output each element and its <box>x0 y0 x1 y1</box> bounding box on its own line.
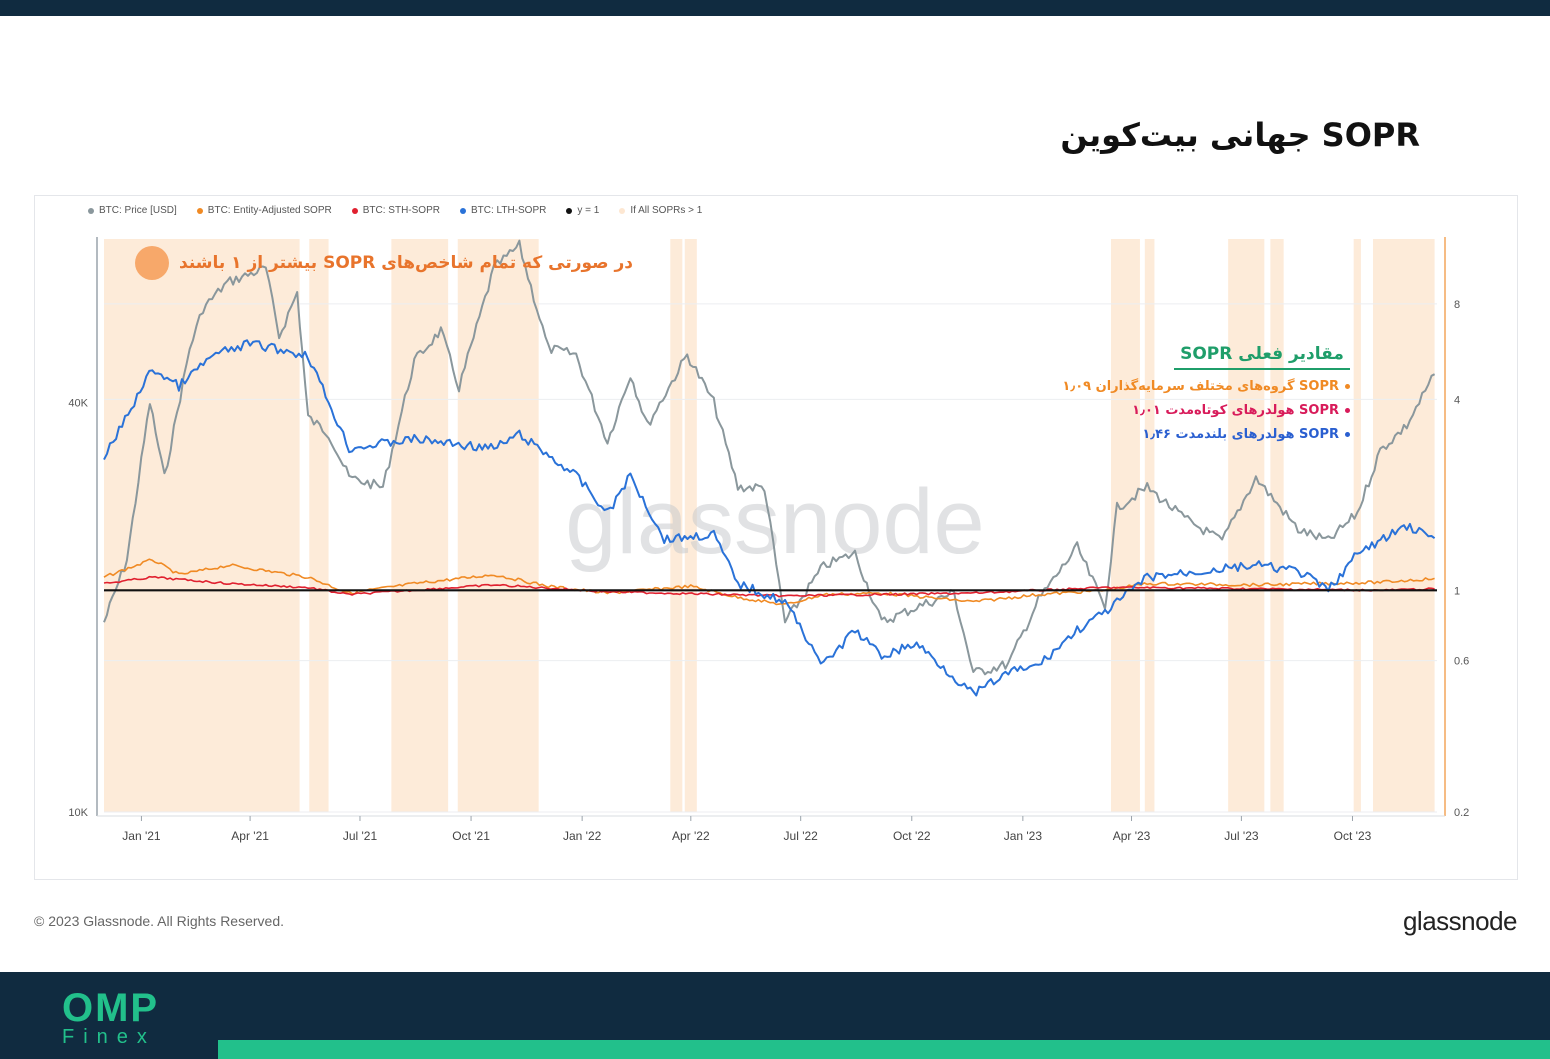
x-tick-label-11: Oct '23 <box>1334 829 1372 843</box>
finex-logo: Finex <box>62 1026 156 1048</box>
current-values-box: مقادیر فعلی SOPR SOPR گروه‌های مختلف سرم… <box>1060 344 1350 442</box>
x-tick-label-9: Apr '23 <box>1113 829 1151 843</box>
legend-dot-price <box>88 207 94 214</box>
legend-item-y1[interactable]: y = 1 <box>566 205 599 216</box>
highlight-band-10 <box>1353 239 1361 812</box>
bullet-icon <box>1345 432 1350 437</box>
current-sth-sopr-text: SOPR هولدرهای کوتاه‌مدت ۱٫۰۱ <box>1132 403 1339 418</box>
y-right-tick-label-2: 1 <box>1454 585 1460 597</box>
top-bar <box>0 0 1550 16</box>
x-tick-label-5: Apr '22 <box>672 829 710 843</box>
y-right-tick-label-1: 0.6 <box>1454 656 1469 668</box>
all-above-one-annotation: در صورتی که تمام شاخص‌های SOPR بیشتر از … <box>135 246 633 280</box>
all-above-one-text: در صورتی که تمام شاخص‌های SOPR بیشتر از … <box>179 253 634 273</box>
highlight-band-2 <box>391 239 449 812</box>
legend-item-entity-sopr[interactable]: BTC: Entity-Adjusted SOPR <box>196 205 332 216</box>
x-tick-label-3: Oct '21 <box>452 829 490 843</box>
y-left-tick-label-0: 10K <box>68 807 88 819</box>
legend-item-all-above-one[interactable]: If All SOPRs > 1 <box>619 205 702 216</box>
highlight-band-1 <box>309 239 329 812</box>
legend-label-y1: y = 1 <box>577 205 600 216</box>
highlight-band-8 <box>1228 239 1265 812</box>
legend-dot-y1 <box>566 207 573 214</box>
highlight-circle-icon <box>135 246 169 280</box>
legend-dot-lth-sopr <box>459 207 466 214</box>
omp-logo: OMP <box>62 986 160 1030</box>
x-tick-label-1: Apr '21 <box>231 829 269 843</box>
footer-stripe <box>218 1040 1550 1059</box>
current-values-title: مقادیر فعلی SOPR <box>1174 344 1350 370</box>
legend-label-price: BTC: Price [USD] <box>99 205 177 216</box>
series-line-entity-sopr <box>103 558 1435 606</box>
legend-item-price[interactable]: BTC: Price [USD] <box>88 205 177 216</box>
highlight-band-9 <box>1270 239 1284 812</box>
y-right-tick-label-0: 0.2 <box>1454 807 1469 819</box>
legend-label-lth-sopr: BTC: LTH-SOPR <box>470 205 547 216</box>
x-tick-label-0: Jan '21 <box>122 829 161 843</box>
highlight-band-5 <box>684 239 697 812</box>
x-tick-label-6: Jul '22 <box>784 829 819 843</box>
current-entity-sopr-text: SOPR گروه‌های مختلف سرمایه‌گذاران ۱٫۰۹ <box>1062 379 1339 394</box>
x-tick-label-7: Oct '22 <box>893 829 931 843</box>
current-lth-sopr: SOPR هولدرهای بلندمدت ۱٫۴۶ <box>1060 427 1350 442</box>
current-sth-sopr: SOPR هولدرهای کوتاه‌مدت ۱٫۰۱ <box>1060 403 1350 418</box>
legend-label-entity-sopr: BTC: Entity-Adjusted SOPR <box>207 205 332 216</box>
y-right-tick-label-3: 4 <box>1454 394 1460 406</box>
highlight-band-0 <box>104 239 300 812</box>
glassnode-brand: glassnode <box>1402 906 1518 936</box>
x-tick-label-4: Jan '22 <box>563 829 602 843</box>
highlight-band-6 <box>1110 239 1140 812</box>
current-lth-sopr-text: SOPR هولدرهای بلندمدت ۱٫۴۶ <box>1142 427 1339 442</box>
legend-dot-sth-sopr <box>351 207 358 214</box>
series-line-lth-sopr <box>103 339 1436 697</box>
bullet-icon <box>1345 408 1350 413</box>
page-title: SOPR جهانی بیت‌کوین <box>1060 116 1420 154</box>
legend-label-all-above-one: If All SOPRs > 1 <box>630 205 703 216</box>
current-entity-sopr: SOPR گروه‌های مختلف سرمایه‌گذاران ۱٫۰۹ <box>1060 379 1350 394</box>
highlight-band-4 <box>670 239 683 812</box>
x-tick-label-2: Jul '21 <box>343 829 378 843</box>
legend-item-lth-sopr[interactable]: BTC: LTH-SOPR <box>459 205 547 216</box>
x-tick-label-8: Jan '23 <box>1004 829 1043 843</box>
y-left-tick-label-1: 40K <box>68 397 88 409</box>
y-right-tick-label-4: 8 <box>1454 299 1460 311</box>
legend-label-sth-sopr: BTC: STH-SOPR <box>362 205 440 216</box>
highlight-band-7 <box>1144 239 1155 812</box>
series-line-price <box>103 239 1436 676</box>
bullet-icon <box>1345 384 1350 389</box>
legend-dot-entity-sopr <box>196 207 203 214</box>
highlight-band-3 <box>457 239 539 812</box>
x-tick-label-10: Jul '23 <box>1224 829 1259 843</box>
legend-item-sth-sopr[interactable]: BTC: STH-SOPR <box>351 205 440 216</box>
chart-legend: BTC: Price [USD] BTC: Entity-Adjusted SO… <box>88 205 702 216</box>
copyright: © 2023 Glassnode. All Rights Reserved. <box>34 913 285 929</box>
legend-dot-all-above-one <box>619 207 626 214</box>
